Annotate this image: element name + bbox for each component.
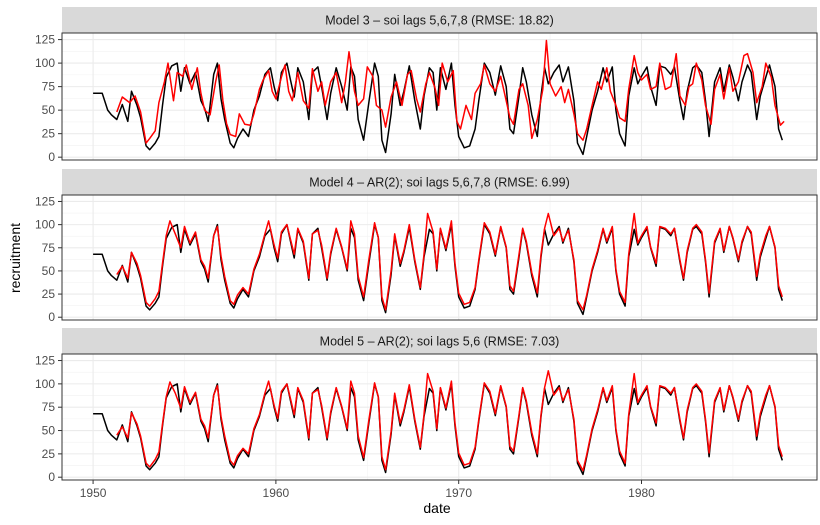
y-tick-label: 0 <box>48 310 55 324</box>
panel-2: Model 4 – AR(2); soi lags 5,6,7,8 (RMSE:… <box>35 169 818 324</box>
y-tick-label: 125 <box>35 194 55 208</box>
y-tick-label: 100 <box>35 218 55 232</box>
y-tick-label: 25 <box>42 447 56 461</box>
panel-strip <box>62 7 817 33</box>
series-line-fitted <box>116 212 784 311</box>
series-line-actual <box>93 62 784 156</box>
x-tick-label: 1960 <box>263 486 290 500</box>
y-tick-label: 125 <box>35 354 55 368</box>
x-tick-label: 1970 <box>445 486 472 500</box>
panel-1: Model 3 – soi lags 5,6,7,8 (RMSE: 18.82)… <box>35 7 818 164</box>
y-tick-label: 100 <box>35 56 55 70</box>
x-axis-title: date <box>423 500 450 516</box>
y-tick-label: 50 <box>42 424 56 438</box>
series-line-fitted <box>116 39 785 144</box>
y-tick-label: 0 <box>48 150 55 164</box>
y-tick-label: 75 <box>42 241 56 255</box>
y-tick-label: 100 <box>35 377 55 391</box>
series-line-fitted <box>116 370 784 472</box>
y-tick-label: 75 <box>42 80 56 94</box>
y-tick-label: 25 <box>42 287 56 301</box>
panel-title: Model 5 – AR(2); soi lags 5,6 (RMSE: 7.0… <box>320 335 560 349</box>
panel-border <box>61 353 818 481</box>
panel-3: Model 5 – AR(2); soi lags 5,6 (RMSE: 7.0… <box>35 328 818 484</box>
x-tick-label: 1950 <box>80 486 107 500</box>
panel-border <box>61 32 818 161</box>
panel-border <box>61 194 818 321</box>
y-axis-title: recruitment <box>7 223 23 293</box>
panel-strip <box>62 328 817 354</box>
panel-title: Model 3 – soi lags 5,6,7,8 (RMSE: 18.82) <box>325 14 554 28</box>
y-tick-label: 50 <box>42 264 56 278</box>
y-tick-label: 25 <box>42 127 56 141</box>
y-tick-label: 125 <box>35 33 55 47</box>
panel-strip <box>62 169 817 195</box>
y-tick-label: 75 <box>42 400 56 414</box>
x-tick-label: 1980 <box>628 486 655 500</box>
y-tick-label: 50 <box>42 103 56 117</box>
y-tick-label: 0 <box>48 470 55 484</box>
panel-title: Model 4 – AR(2); soi lags 5,6,7,8 (RMSE:… <box>309 176 570 190</box>
